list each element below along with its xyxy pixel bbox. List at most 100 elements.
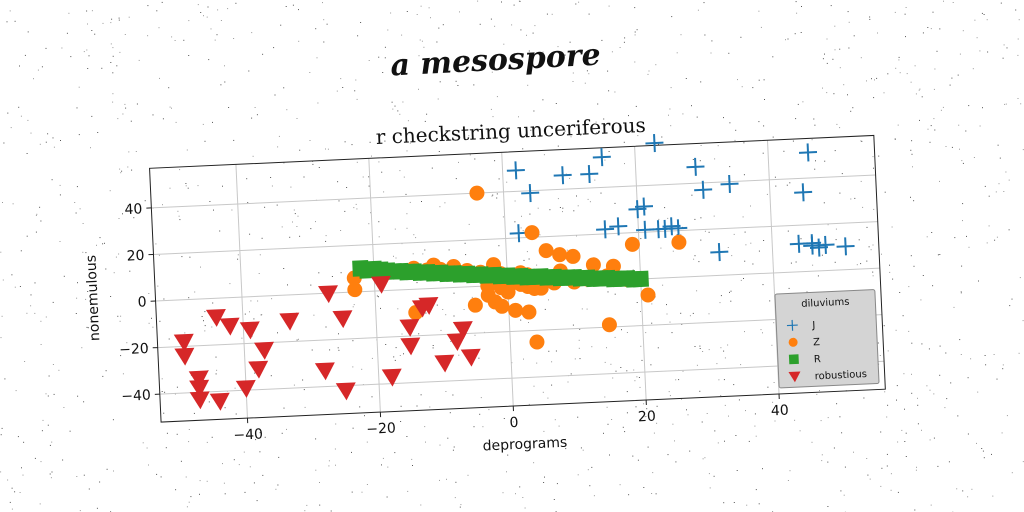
noise-speck [576,235,577,237]
noise-speck [694,218,696,220]
noise-speck [70,56,72,58]
noise-speck [224,65,225,67]
noise-speck [763,125,765,127]
plus-point [710,243,729,262]
noise-speck [53,146,55,148]
noise-speck [697,9,699,11]
noise-speck [162,204,163,206]
noise-speck [215,373,217,375]
noise-speck [939,180,940,182]
triangle-down-point [248,360,269,379]
noise-speck [303,176,305,178]
noise-speck [424,249,426,251]
noise-speck [635,105,637,107]
noise-speck [96,244,97,246]
x-tick-label: 20 [638,409,657,426]
noise-speck [418,333,420,335]
triangle-down-point [381,368,402,387]
noise-speck [194,291,196,293]
noise-speck [960,292,962,294]
noise-speck [681,398,682,400]
noise-speck [710,52,712,54]
noise-speck [539,234,541,236]
noise-speck [251,117,253,119]
noise-speck [634,380,636,382]
noise-speck [933,88,935,90]
noise-speck [795,261,797,263]
noise-speck [169,106,171,108]
noise-speck [910,81,912,83]
noise-speck [668,391,670,393]
noise-speck [672,250,674,252]
noise-speck [51,441,53,443]
y-gridline [157,314,882,349]
noise-speck [832,58,834,60]
noise-speck [1,315,3,317]
noise-speck [579,328,581,330]
noise-speck [30,294,32,296]
noise-speck [101,67,103,69]
noise-speck [253,482,255,484]
noise-speck [151,317,152,319]
noise-speck [866,226,868,228]
noise-speck [206,441,208,443]
noise-speck [551,384,553,386]
noise-speck [996,236,998,238]
noise-speck [446,66,448,68]
noise-speck [315,438,317,440]
triangle-down-point [314,362,335,381]
noise-speck [336,90,338,92]
noise-speck [14,491,16,493]
noise-speck [651,322,653,324]
noise-speck [528,258,530,260]
noise-speck [387,29,389,31]
noise-speck [426,113,428,115]
noise-speck [953,306,955,308]
noise-speck [624,163,625,165]
noise-speck [898,56,900,58]
noise-speck [208,59,210,61]
noise-speck [876,77,878,79]
noise-speck [937,254,939,256]
noise-speck [36,213,38,215]
noise-speck [634,61,636,63]
noise-speck [155,243,157,245]
noise-speck [116,65,118,67]
noise-speck [259,451,261,453]
noise-speck [118,253,120,255]
noise-speck [47,133,49,135]
noise-speck [199,480,201,482]
noise-speck [911,373,912,375]
noise-speck [450,341,452,342]
noise-speck [45,141,47,143]
noise-speck [136,103,138,105]
noise-speck [883,92,885,94]
plus-point [634,197,654,216]
noise-speck [933,118,935,120]
noise-speck [76,107,78,109]
plus-point [506,161,525,180]
noise-speck [323,41,325,43]
noise-speck [811,139,813,141]
noise-speck [664,207,666,209]
noise-speck [203,15,204,17]
noise-speck [440,329,442,331]
noise-speck [917,397,918,399]
noise-speck [839,48,841,50]
noise-speck [758,79,760,81]
noise-speck [905,432,907,434]
noise-speck [908,286,910,288]
noise-speck [6,21,8,23]
noise-speck [895,67,897,69]
noise-speck [368,185,370,187]
noise-speck [35,231,37,233]
circle-point [640,287,656,303]
noise-speck [939,345,941,347]
noise-speck [87,23,88,25]
noise-speck [521,215,522,217]
noise-speck [294,213,296,215]
noise-speck [839,127,841,129]
noise-speck [702,351,704,352]
noise-speck [309,72,311,73]
noise-speck [76,476,78,477]
